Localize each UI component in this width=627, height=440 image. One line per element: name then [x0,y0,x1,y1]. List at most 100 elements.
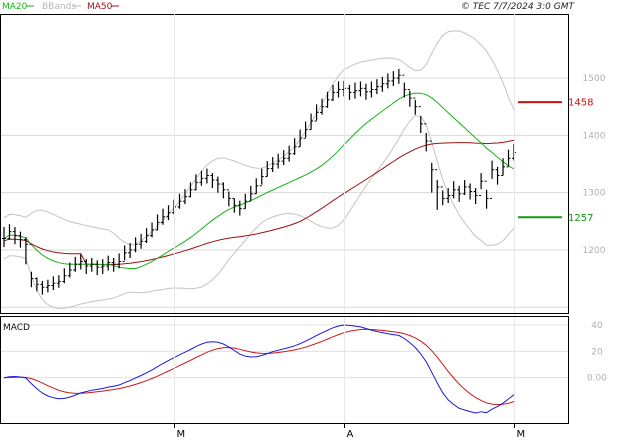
ohlc-bar [210,173,215,189]
ohlc-bar [413,97,418,115]
macd-y-axis: 40 20 0.00 [587,321,607,384]
ohlc-bar [188,182,193,198]
ohlc-bar [303,121,308,139]
ohlc-bar [232,197,237,213]
ohlc-bar [84,259,89,275]
ohlc-bar [7,224,12,240]
macd-panel-frame [0,316,569,424]
moving-averages [3,92,515,269]
copyright: © TEC 7/7/2024 3:0 GMT [461,2,576,12]
price-grid [1,77,568,308]
x-tick-label: A [347,429,354,440]
ohlc-bar [276,153,281,169]
ohlc-bar [259,168,264,187]
ohlc-bar [89,257,94,272]
ma20-line [3,92,515,269]
ohlc-bar [23,237,28,265]
ohlc-bar [128,243,133,258]
ohlc-bar [418,106,423,134]
price-tick-label: 1500 [583,74,606,84]
price-bars [2,68,516,295]
ohlc-bar [226,189,231,207]
ohlc-bar [34,277,39,292]
legend-ma20: MA20 [2,2,28,12]
macd-tick-label: 0.00 [587,374,607,384]
ohlc-bar [265,161,270,178]
ohlc-bar [51,276,56,291]
ohlc-bar [501,158,506,176]
ohlc-bar [95,260,100,276]
macd-tick-label: 40 [591,321,603,331]
ohlc-bar [166,205,171,221]
ohlc-bar [462,180,467,195]
ohlc-bar [144,228,149,244]
ohlc-bar [78,254,83,270]
legend: MA20 BBands MA50 [2,2,119,12]
x-tick-label: M [177,429,186,440]
right-axis-strip [569,14,627,440]
ohlc-bar [215,176,220,193]
ohlc-bar [424,123,429,152]
ohlc-bar [73,256,78,272]
ohlc-bar [67,262,72,278]
macd-line [3,324,515,414]
ohlc-bar [358,81,363,97]
ohlc-bar [193,174,198,191]
ohlc-bar [56,275,61,288]
macd-title: MACD [3,323,30,333]
x-axis: MAMJJ [174,14,526,440]
ohlc-bar [435,169,440,210]
ohlc-bar [352,82,357,99]
ohlc-bar [199,170,204,186]
price-levels: 1458 1257 [518,98,593,224]
ohlc-bar [380,76,385,92]
x-tick-label: M [517,429,526,440]
ohlc-bar [495,166,500,185]
ohlc-bar [106,255,111,271]
ohlc-bar [363,83,368,100]
ohlc-bar [40,280,45,295]
ohlc-bar [309,113,314,131]
ohlc-bar [161,208,166,225]
ohlc-bar [468,183,473,200]
ohlc-bar [320,98,325,115]
ohlc-bar [369,81,374,98]
ohlc-bar [451,181,456,199]
ohlc-bar [18,231,23,248]
ohlc-bar [396,68,401,84]
ohlc-bar [281,150,286,166]
ohlc-bar [473,188,478,205]
ohlc-bar [45,279,50,293]
ohlc-bar [429,140,434,193]
ohlc-bar [29,243,34,288]
ohlc-bar [117,253,122,269]
x-tick: M [514,14,526,440]
ohlc-bar [248,185,253,202]
x-tick: A [344,14,354,440]
ohlc-bar [479,173,484,197]
bband-lower-line [3,114,515,310]
ohlc-bar [133,237,138,253]
ohlc-bar [177,193,182,209]
ohlc-bar [2,227,6,248]
legend-bbands: BBands [42,2,76,12]
ohlc-bar [139,233,144,249]
ohlc-bar [457,185,462,202]
macd-signal-line [3,328,515,406]
price-tick-label: 1200 [583,246,606,256]
ohlc-bar [446,188,451,203]
ohlc-bar [243,193,248,210]
level-label: 1257 [568,213,593,224]
macd-lines [3,324,515,414]
ohlc-bar [347,84,352,100]
ohlc-bar [391,71,396,87]
bband-upper-line [3,30,515,246]
ohlc-bar [506,149,511,168]
ohlc-bar [314,104,319,122]
ohlc-bar [237,200,242,216]
ohlc-bar [270,157,275,173]
bollinger-bands [3,30,515,310]
ohlc-bar [292,138,297,155]
ohlc-bar [336,81,341,98]
ohlc-bar [122,245,127,262]
